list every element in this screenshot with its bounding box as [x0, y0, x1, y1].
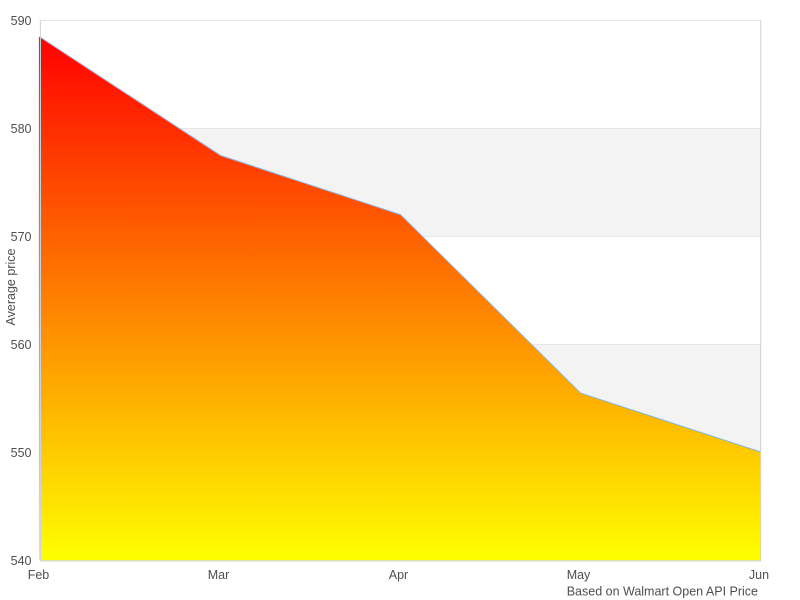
svg-text:Jun: Jun: [749, 568, 769, 582]
svg-text:Mar: Mar: [208, 568, 230, 582]
svg-text:Average price: Average price: [4, 249, 18, 326]
svg-text:560: 560: [11, 338, 32, 352]
svg-text:Apr: Apr: [389, 568, 408, 582]
svg-text:550: 550: [11, 446, 32, 460]
svg-text:580: 580: [11, 122, 32, 136]
svg-text:540: 540: [11, 554, 32, 568]
svg-text:Feb: Feb: [28, 568, 50, 582]
svg-text:Based on Walmart Open API Pric: Based on Walmart Open API Price: [567, 585, 758, 599]
svg-text:May: May: [567, 568, 591, 582]
svg-text:570: 570: [11, 230, 32, 244]
svg-text:590: 590: [11, 14, 32, 28]
